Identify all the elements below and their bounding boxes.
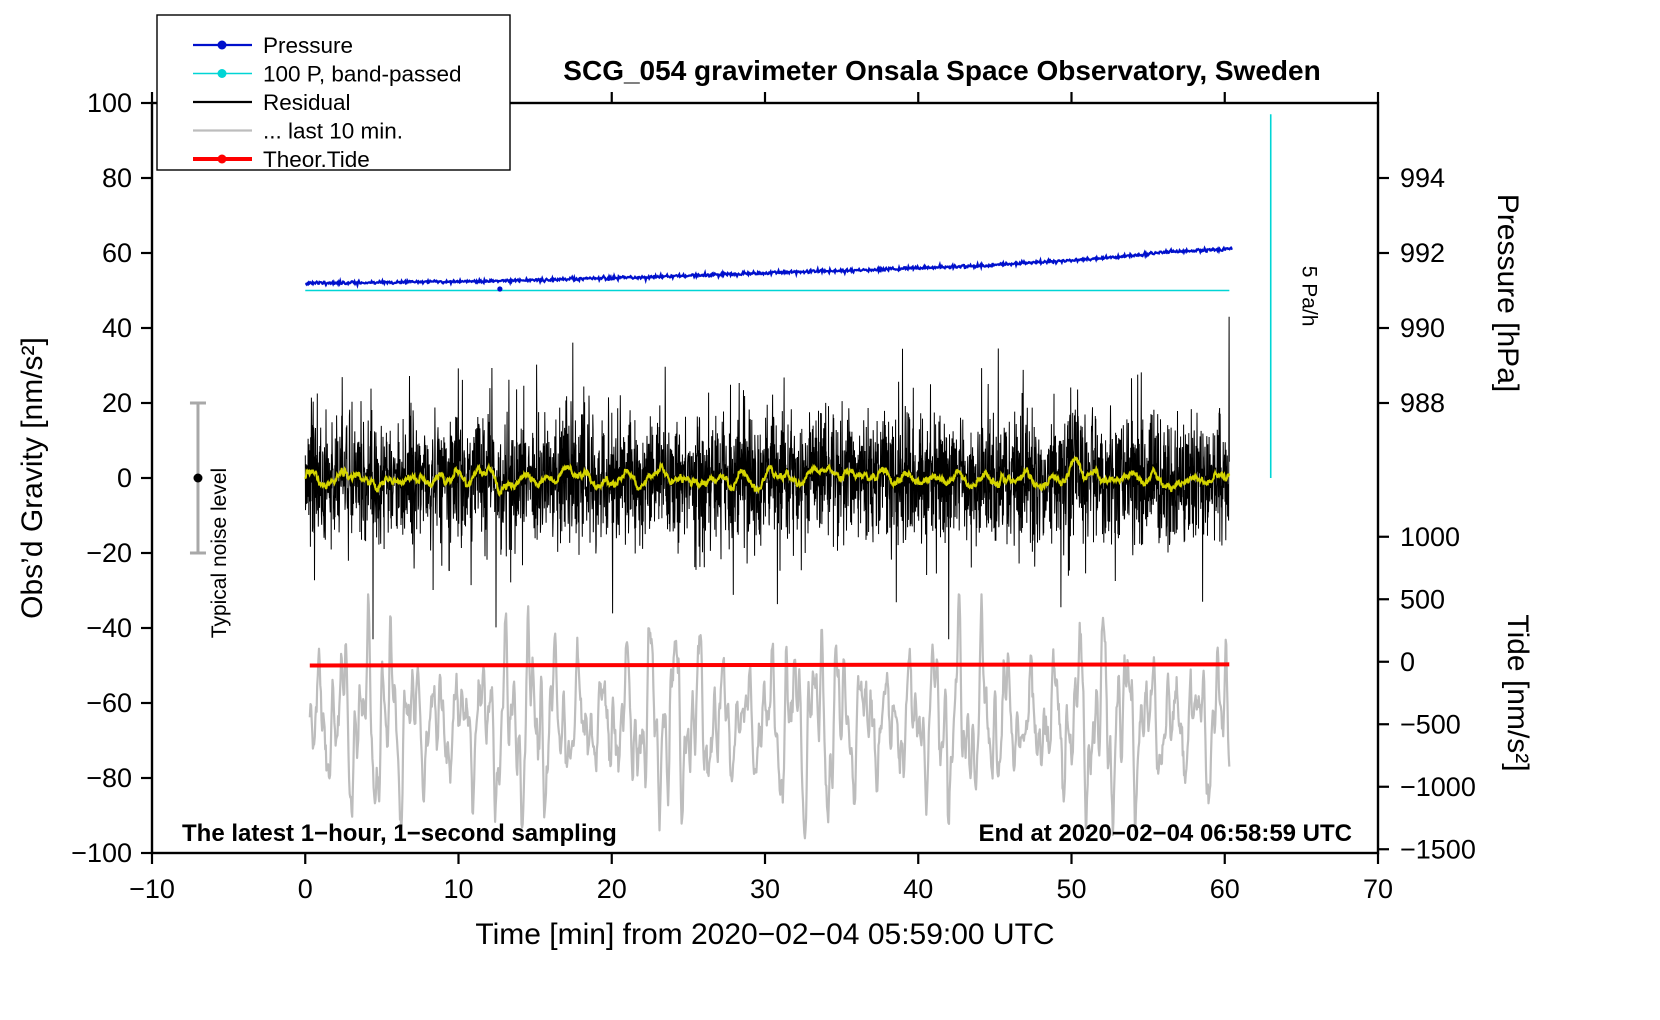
series-pressure xyxy=(305,245,1233,289)
pressure-tick-label: 994 xyxy=(1400,163,1445,193)
tide-tick-label: −1500 xyxy=(1400,834,1476,864)
legend-marker-1 xyxy=(217,69,227,78)
series-theor-tide xyxy=(309,662,1230,668)
x-tick-label: 10 xyxy=(443,874,473,904)
x-tick-label: 40 xyxy=(903,874,933,904)
y-tick-label: 20 xyxy=(102,388,132,418)
x-tick-label: 0 xyxy=(298,874,313,904)
pressure-tick-label: 992 xyxy=(1400,238,1445,268)
noise-level-label: Typical noise level xyxy=(208,468,231,638)
series-residual-smoothed xyxy=(304,455,1231,497)
y-tick-label: 60 xyxy=(102,238,132,268)
left-axis-label: Obs’d Gravity [nm/s²] xyxy=(16,337,49,619)
sampling-note: The latest 1−hour, 1−second sampling xyxy=(182,820,617,847)
legend-label-1: 100 P, band-passed xyxy=(263,62,462,87)
series-residual xyxy=(304,316,1230,640)
tide-axis-label: Tide [nm/s²] xyxy=(1501,614,1534,771)
series-last10min xyxy=(308,593,1231,840)
pressure-tick-label: 990 xyxy=(1400,313,1445,343)
y-tick-label: −20 xyxy=(86,538,132,568)
legend-marker-4 xyxy=(217,154,227,164)
tide-tick-label: −500 xyxy=(1400,709,1461,739)
x-tick-label: −10 xyxy=(129,874,175,904)
pressure-axis-label: Pressure [hPa] xyxy=(1491,194,1524,392)
legend-label-3: ... last 10 min. xyxy=(263,119,403,144)
legend-label-0: Pressure xyxy=(263,33,353,58)
chart-title: SCG_054 gravimeter Onsala Space Observat… xyxy=(563,55,1320,86)
tide-tick-label: 0 xyxy=(1400,647,1415,677)
series-group xyxy=(304,245,1233,840)
legend-label-4: Theor.Tide xyxy=(263,147,370,172)
tide-tick-label: 500 xyxy=(1400,584,1445,614)
legend-box xyxy=(156,14,511,171)
legend-marker-0 xyxy=(217,40,227,50)
x-tick-label: 20 xyxy=(597,874,627,904)
y-tick-label: −100 xyxy=(71,838,132,868)
x-axis-label: Time [min] from 2020−02−04 05:59:00 UTC xyxy=(475,918,1054,951)
x-tick-label: 60 xyxy=(1210,874,1240,904)
y-tick-label: −40 xyxy=(86,613,132,643)
tide-tick-label: 1000 xyxy=(1400,522,1460,552)
y-tick-label: −80 xyxy=(86,763,132,793)
y-tick-label: −60 xyxy=(86,688,132,718)
y-tick-label: 40 xyxy=(102,313,132,343)
noise-level-dot xyxy=(193,473,203,483)
y-tick-label: 0 xyxy=(117,463,132,493)
x-tick-label: 70 xyxy=(1363,874,1393,904)
axis-ticks xyxy=(141,92,1389,864)
pressure-outlier-point xyxy=(497,286,503,292)
y-tick-label: 100 xyxy=(87,88,132,118)
legend-label-2: Residual xyxy=(263,90,351,115)
pressure-rate-label: 5 Pa/h xyxy=(1298,266,1321,327)
legend: Pressure 100 P, band-passed Residual ... la… xyxy=(156,14,511,172)
tide-tick-label: −1000 xyxy=(1400,772,1476,802)
pressure-tick-label: 988 xyxy=(1400,388,1445,418)
end-note: End at 2020−02−04 06:58:59 UTC xyxy=(978,820,1352,847)
y-tick-label: 80 xyxy=(102,163,132,193)
x-tick-label: 50 xyxy=(1056,874,1086,904)
noise-level-bar xyxy=(189,401,206,555)
x-tick-label: 30 xyxy=(750,874,780,904)
